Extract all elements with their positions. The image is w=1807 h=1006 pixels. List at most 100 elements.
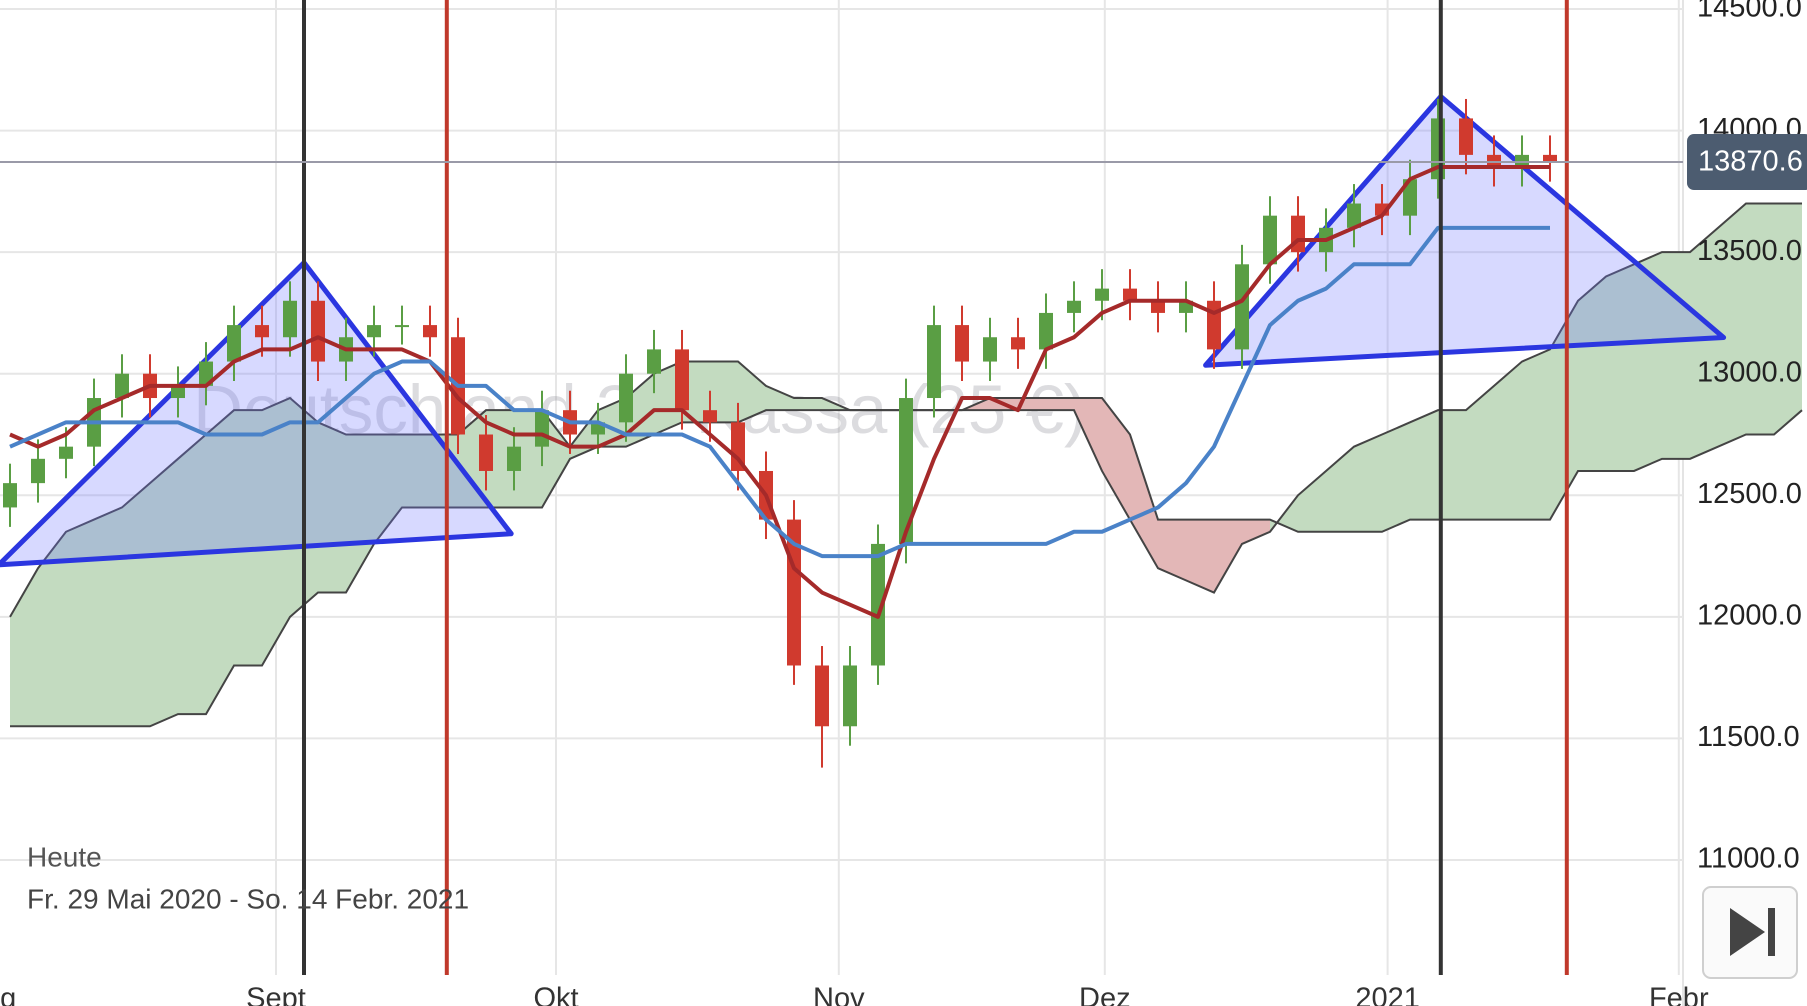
cloud-segment xyxy=(234,410,262,666)
candle-body xyxy=(1487,154,1501,168)
y-tick-label: 12000.0 xyxy=(1697,600,1802,632)
candle-body xyxy=(479,434,493,471)
candle-body xyxy=(1515,154,1529,168)
cloud-segment xyxy=(794,398,822,411)
candle-body xyxy=(115,373,129,399)
candle-body xyxy=(1011,337,1025,350)
period-label: Heute xyxy=(27,841,102,872)
indicator-line xyxy=(9,225,1550,559)
candle-body xyxy=(1403,179,1417,216)
cloud-segment xyxy=(1522,349,1550,520)
candle-body xyxy=(1347,203,1361,228)
candle-body xyxy=(647,349,661,374)
cloud-segment xyxy=(122,483,150,727)
x-tick-label: Okt xyxy=(533,983,578,1006)
candle-body xyxy=(843,665,857,727)
cloud-segment xyxy=(1242,519,1270,544)
candle-body xyxy=(199,361,213,386)
cloud-segment xyxy=(1046,398,1074,411)
play-icon xyxy=(1730,908,1765,956)
cloud-segment xyxy=(94,507,122,727)
cloud-segment xyxy=(178,434,206,715)
candle-body xyxy=(899,398,913,544)
x-tick-label: 2021 xyxy=(1355,983,1420,1006)
y-tick-label: 11000.0 xyxy=(1697,843,1800,875)
cloud-segment xyxy=(710,361,738,423)
cloud-segment xyxy=(318,422,346,593)
candle-body xyxy=(871,543,885,666)
candle-body xyxy=(955,325,969,362)
candle-body xyxy=(815,665,829,727)
cloud-segment xyxy=(10,568,38,727)
cloud-segment xyxy=(1578,276,1606,471)
cloud-segment xyxy=(1466,385,1494,520)
candle-body xyxy=(395,325,409,328)
cloud-segment xyxy=(1382,422,1410,532)
x-tick-label: Nov xyxy=(813,983,865,1006)
cloud-segment xyxy=(1158,519,1186,581)
y-tick-label: 11500.0 xyxy=(1697,721,1800,753)
end-bar-icon xyxy=(1768,908,1775,956)
candle-body xyxy=(1151,300,1165,313)
last-price-box xyxy=(1687,134,1807,191)
cloud-segment xyxy=(150,458,178,727)
cloud-segment xyxy=(262,398,290,666)
candle-body xyxy=(1039,312,1053,350)
cloud-segment xyxy=(766,385,794,411)
candle-body xyxy=(367,325,381,338)
candle-body xyxy=(1123,288,1137,301)
last-price-label: 13870.6 xyxy=(1698,146,1803,178)
jump-to-end-button[interactable] xyxy=(1702,886,1798,979)
candle-body xyxy=(1067,300,1081,313)
period-range: Fr. 29 Mai 2020 - So. 14 Febr. 2021 xyxy=(27,883,469,914)
x-tick-label: Sept xyxy=(246,983,306,1006)
candle-body xyxy=(31,458,45,484)
x-tick-label: Dez xyxy=(1079,983,1131,1006)
cloud-segment xyxy=(1018,398,1046,411)
candle-body xyxy=(927,325,941,399)
cloud-segment xyxy=(1634,252,1662,471)
cloud-segment xyxy=(206,410,234,715)
candle-body xyxy=(1459,118,1473,155)
candle-body xyxy=(675,349,689,411)
cloud-segment xyxy=(1746,203,1774,435)
cloud-segment xyxy=(1438,410,1466,520)
candle-body xyxy=(227,325,241,362)
cloud-segment xyxy=(66,519,94,727)
candle-body xyxy=(1235,264,1249,350)
candle-body xyxy=(1095,288,1109,301)
cloud-segment xyxy=(1662,252,1690,459)
candle-body xyxy=(703,410,717,423)
candle-body xyxy=(1263,215,1277,265)
candle-body xyxy=(171,385,185,399)
candle-body xyxy=(255,325,269,338)
candle-body xyxy=(507,446,521,471)
cloud-segment xyxy=(1550,300,1578,520)
candle-body xyxy=(283,300,297,338)
y-tick-label: 13500.0 xyxy=(1697,235,1802,267)
candle-body xyxy=(983,337,997,362)
cloud-segment xyxy=(1130,434,1158,569)
cloud-segment xyxy=(1774,203,1802,435)
cloud-segment xyxy=(1326,446,1354,532)
candle-body xyxy=(1207,300,1221,350)
candle-body xyxy=(535,410,549,447)
triangle-pattern xyxy=(0,260,514,568)
cloud-segment xyxy=(402,434,430,508)
cloud-segment xyxy=(1718,203,1746,447)
x-tick-label: Febr xyxy=(1649,983,1709,1006)
candle-body xyxy=(1543,154,1557,163)
candle-body xyxy=(619,373,633,423)
cloud-segment xyxy=(738,361,766,423)
cloud-segment xyxy=(1074,398,1102,471)
y-tick-label: 13000.0 xyxy=(1697,356,1802,388)
cloud-segment xyxy=(1354,434,1382,532)
cloud-segment xyxy=(1410,410,1438,520)
cloud-segment xyxy=(1606,264,1634,471)
cloud-segment xyxy=(1494,361,1522,520)
cloud-segment xyxy=(1214,519,1242,593)
candle-body xyxy=(311,300,325,362)
cloud-segment xyxy=(38,531,66,727)
